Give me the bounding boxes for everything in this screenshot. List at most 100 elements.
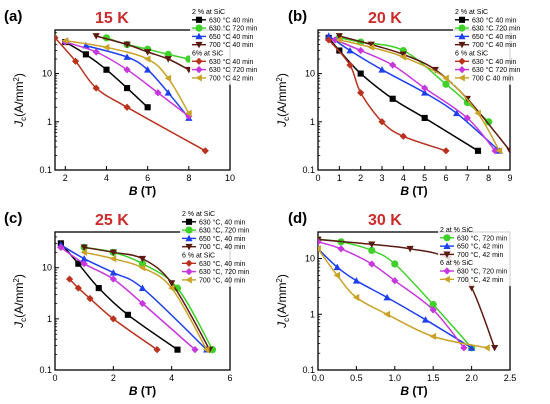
series-line-4 (318, 248, 488, 349)
x-tick-label: 2.0 (465, 373, 478, 383)
data-point-3 (460, 344, 468, 352)
data-point-0 (474, 147, 482, 154)
panel-temperature: 15 K (95, 10, 129, 27)
data-point-0 (144, 104, 151, 111)
x-tick-label: 5 (422, 173, 427, 183)
legend-entry: 630 °C, 720 min (457, 268, 507, 276)
data-point-5 (463, 114, 471, 122)
data-point-2 (164, 89, 172, 96)
y-tick-label: 10 (42, 69, 52, 79)
x-tick-label: 2 (63, 173, 68, 183)
series-line-6 (339, 39, 500, 152)
panel-3: 0.0 0.5 1.0 1.5 2.0 2.5 0.1 1 10 Jc(A/mm2) B (T) (d… (275, 210, 538, 398)
data-point-4 (346, 61, 354, 69)
data-point-4 (378, 118, 386, 126)
legend-marker (443, 267, 451, 275)
series-line-4 (328, 39, 447, 152)
x-tick-label: 2.5 (504, 373, 517, 383)
y-tick-label: 0.1 (302, 165, 315, 175)
legend-entry: 700 °C 40 min (472, 41, 517, 49)
data-point-5 (357, 46, 365, 55)
data-point-4 (442, 147, 450, 155)
data-point-2 (406, 245, 414, 253)
legend-header: 2 at % SiC (440, 227, 473, 234)
data-point-6 (367, 43, 375, 51)
data-point-6 (495, 147, 503, 155)
series-group (318, 235, 499, 352)
data-point-0 (421, 114, 428, 122)
panel-0: 2 4 6 8 10 0.1 1 10 Jc(A/mm2) B (T) (a) 15 K 2 % at … (4, 7, 272, 198)
legend-header: 2 % at SiC (455, 9, 488, 16)
data-point-4 (74, 284, 82, 292)
data-point-6 (61, 37, 69, 45)
data-point-1 (383, 293, 391, 301)
x-tick-label: 1.0 (389, 373, 402, 383)
data-point-5 (109, 275, 117, 283)
legend-marker (443, 234, 451, 242)
legend-header: 6 at % SiC (440, 260, 473, 267)
x-axis-label: B (T) (129, 184, 156, 198)
x-tick-label: 8 (186, 173, 191, 183)
x-tick-label: 8 (486, 173, 491, 183)
legend-marker (185, 226, 193, 234)
y-tick-label: 0.1 (39, 365, 52, 375)
y-tick-label: 10 (305, 69, 315, 79)
data-point-0 (95, 285, 102, 292)
plot-frame (317, 29, 511, 171)
legend-entry: 630 °C, 720 min (457, 234, 507, 242)
series-group (57, 240, 217, 354)
data-point-1 (442, 80, 450, 88)
data-point-4 (55, 34, 59, 42)
data-point-5 (92, 48, 100, 56)
data-point-3 (368, 260, 376, 268)
data-point-2 (138, 284, 147, 291)
series-group (325, 32, 510, 155)
series-line-1 (318, 248, 472, 349)
legend-entry: 700 °C, 40 min (199, 276, 245, 284)
data-point-0 (75, 260, 82, 267)
data-point-2 (468, 284, 476, 292)
data-point-6 (168, 284, 175, 292)
data-point-0 (103, 66, 110, 73)
data-point-0 (124, 311, 131, 318)
x-tick-label: 6 (443, 173, 448, 183)
data-point-3 (164, 56, 172, 63)
data-point-4 (483, 344, 490, 352)
legend-header: 6 % at SiC (455, 51, 488, 58)
series-group (55, 33, 209, 155)
legend-header: 6 % at SiC (182, 253, 215, 260)
series-line-2 (318, 238, 496, 349)
data-point-6 (335, 36, 343, 44)
data-point-3 (80, 244, 88, 251)
data-point-5 (331, 36, 339, 44)
x-tick-label: 7 (465, 173, 470, 183)
legend-marker (195, 74, 202, 82)
data-point-5 (154, 89, 162, 97)
legend-entry: 630 °C, 40 min (199, 260, 245, 268)
data-point-4 (65, 275, 74, 283)
legend-entry: 630 °C 720 min (209, 66, 257, 74)
data-point-2 (421, 89, 429, 96)
x-tick-label: 1 (337, 173, 342, 183)
data-point-1 (421, 316, 430, 323)
x-tick-label: 6 (145, 173, 150, 183)
data-point-2 (123, 53, 131, 60)
legend-marker (195, 24, 203, 32)
y-tick-label: 10 (305, 254, 315, 264)
panel-label: (c) (4, 210, 22, 227)
data-point-5 (80, 260, 88, 268)
data-point-6 (164, 74, 172, 82)
data-point-4 (201, 147, 209, 155)
data-point-4 (325, 36, 333, 44)
data-point-6 (138, 264, 146, 272)
plot-frame (54, 29, 231, 171)
data-point-3 (391, 277, 399, 285)
data-point-2 (378, 66, 386, 73)
x-axis-label: B (T) (129, 384, 156, 398)
legend-marker (458, 66, 466, 74)
legend-header: 6% at SiC (192, 51, 223, 58)
legend-marker (458, 32, 466, 40)
data-point-6 (185, 109, 192, 117)
